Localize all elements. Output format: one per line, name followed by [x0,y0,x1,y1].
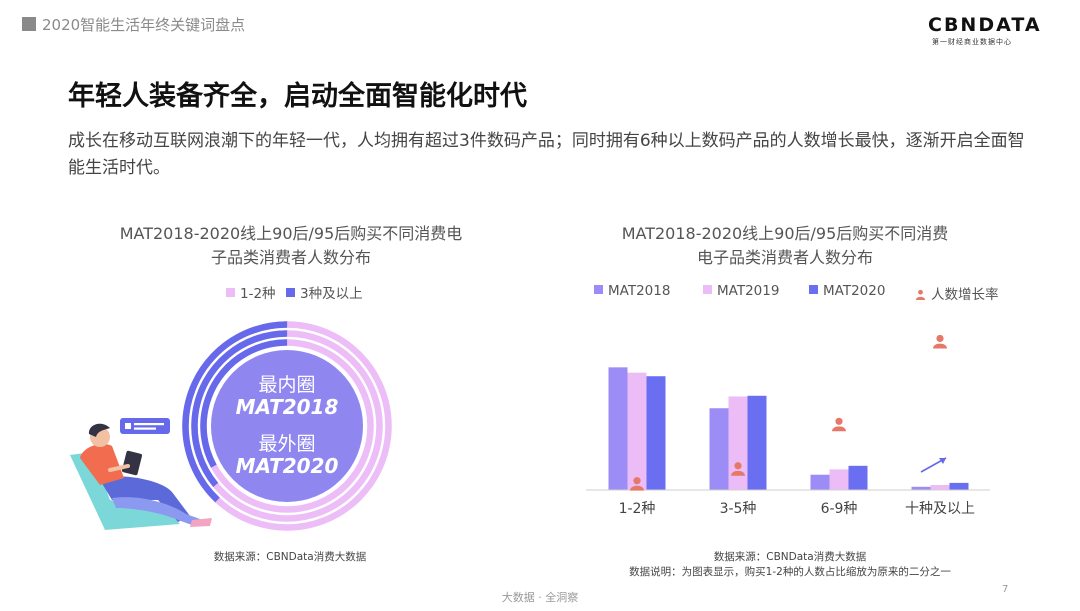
right-legend-mat2018: MAT2018 [594,283,670,299]
legend-label: 人数增长率 [931,287,999,303]
footer-slogan: 大数据 · 全洞察 [501,591,579,604]
left-chart-title-line1: MAT2018-2020线上90后/95后购买不同消费电 [119,224,463,243]
right-data-note: 数据说明：为图表显示，购买1-2种的人数占比缩放为原来的二分之一 [629,566,951,578]
x-tick-label: 1-2种 [619,501,656,517]
right-data-source: 数据来源：CBNData消费大数据 [713,551,867,563]
legend-label: 1-2种 [240,286,276,302]
x-tick-labels: 1-2种 3-5种 6-9种 十种及以上 [619,501,975,517]
legend-swatch [286,288,295,297]
page-title: 年轻人装备齐全，启动全面智能化时代 [68,81,527,112]
person-with-laptop-illustration [70,418,212,530]
legend-swatch [594,285,603,294]
page-subtitle: 成长在移动互联网浪潮下的年轻一代，人均拥有超过3件数码产品；同时拥有6种以上数码… [68,131,1025,178]
page-number: 7 [1002,584,1009,595]
ring-center-label-outer-year: MAT2020 [236,454,339,478]
bar-mat2018 [810,474,830,490]
x-tick-label: 6-9种 [821,501,858,517]
x-tick-label: 3-5种 [720,501,757,517]
left-data-source: 数据来源：CBNData消费大数据 [213,551,367,563]
ring-segment-high [191,330,383,522]
bar-mat2019 [728,396,748,490]
left-legend-item-high: 3种及以上 [286,282,363,302]
right-chart-title-line2: 电子品类消费者人数分布 [696,248,873,267]
bar-mat2019 [829,469,849,490]
ring-center-label-outer: 最外圈 [258,433,315,455]
bar-mat2020 [949,482,969,490]
bar-mat2019 [627,372,647,490]
header-square-icon [22,17,36,31]
brand-logo-subtitle: 第一财经商业数据中心 [932,38,1012,46]
ring-center-label-inner-year: MAT2018 [236,395,339,419]
brand-logo: CBNDATA [928,14,1042,36]
bar-mat2019 [930,485,950,490]
growth-person-marker [832,417,846,432]
ring-center-label-inner: 最内圈 [258,374,315,396]
bar-mat2020 [848,465,868,490]
ring-segment-high [200,339,374,513]
left-legend-item-low: 1-2种 [226,282,276,302]
growth-markers [630,334,947,491]
ring-group [182,321,392,531]
ring-segment-high [182,321,392,531]
header-title: 2020智能生活年终关键词盘点 [42,16,246,34]
trend-arrow-icon [920,457,947,473]
right-legend-mat2020: MAT2020 [809,283,885,299]
bar-group [608,367,969,490]
bar-mat2018 [911,486,931,490]
right-legend-growth: 人数增长率 [915,283,999,303]
person-icon [915,289,926,300]
bar-mat2018 [709,408,729,490]
x-tick-label: 十种及以上 [905,501,975,517]
legend-label: MAT2018 [608,283,671,299]
legend-swatch [809,285,818,294]
right-chart-title-line1: MAT2018-2020线上90后/95后购买不同消费 [621,224,949,243]
bar-mat2020 [646,376,666,490]
legend-swatch [703,285,712,294]
legend-label: 3种及以上 [300,286,363,302]
legend-label: MAT2019 [717,283,780,299]
growth-person-marker [731,462,745,476]
legend-swatch [226,288,235,297]
ring-center [211,350,363,502]
left-chart-title-line2: 子品类消费者人数分布 [210,248,371,267]
legend-label: MAT2020 [823,283,886,299]
bar-mat2020 [747,395,767,490]
right-legend-mat2019: MAT2019 [703,283,779,299]
bar-mat2018 [608,367,628,490]
growth-person-marker [630,477,644,491]
growth-person-marker [933,334,947,349]
